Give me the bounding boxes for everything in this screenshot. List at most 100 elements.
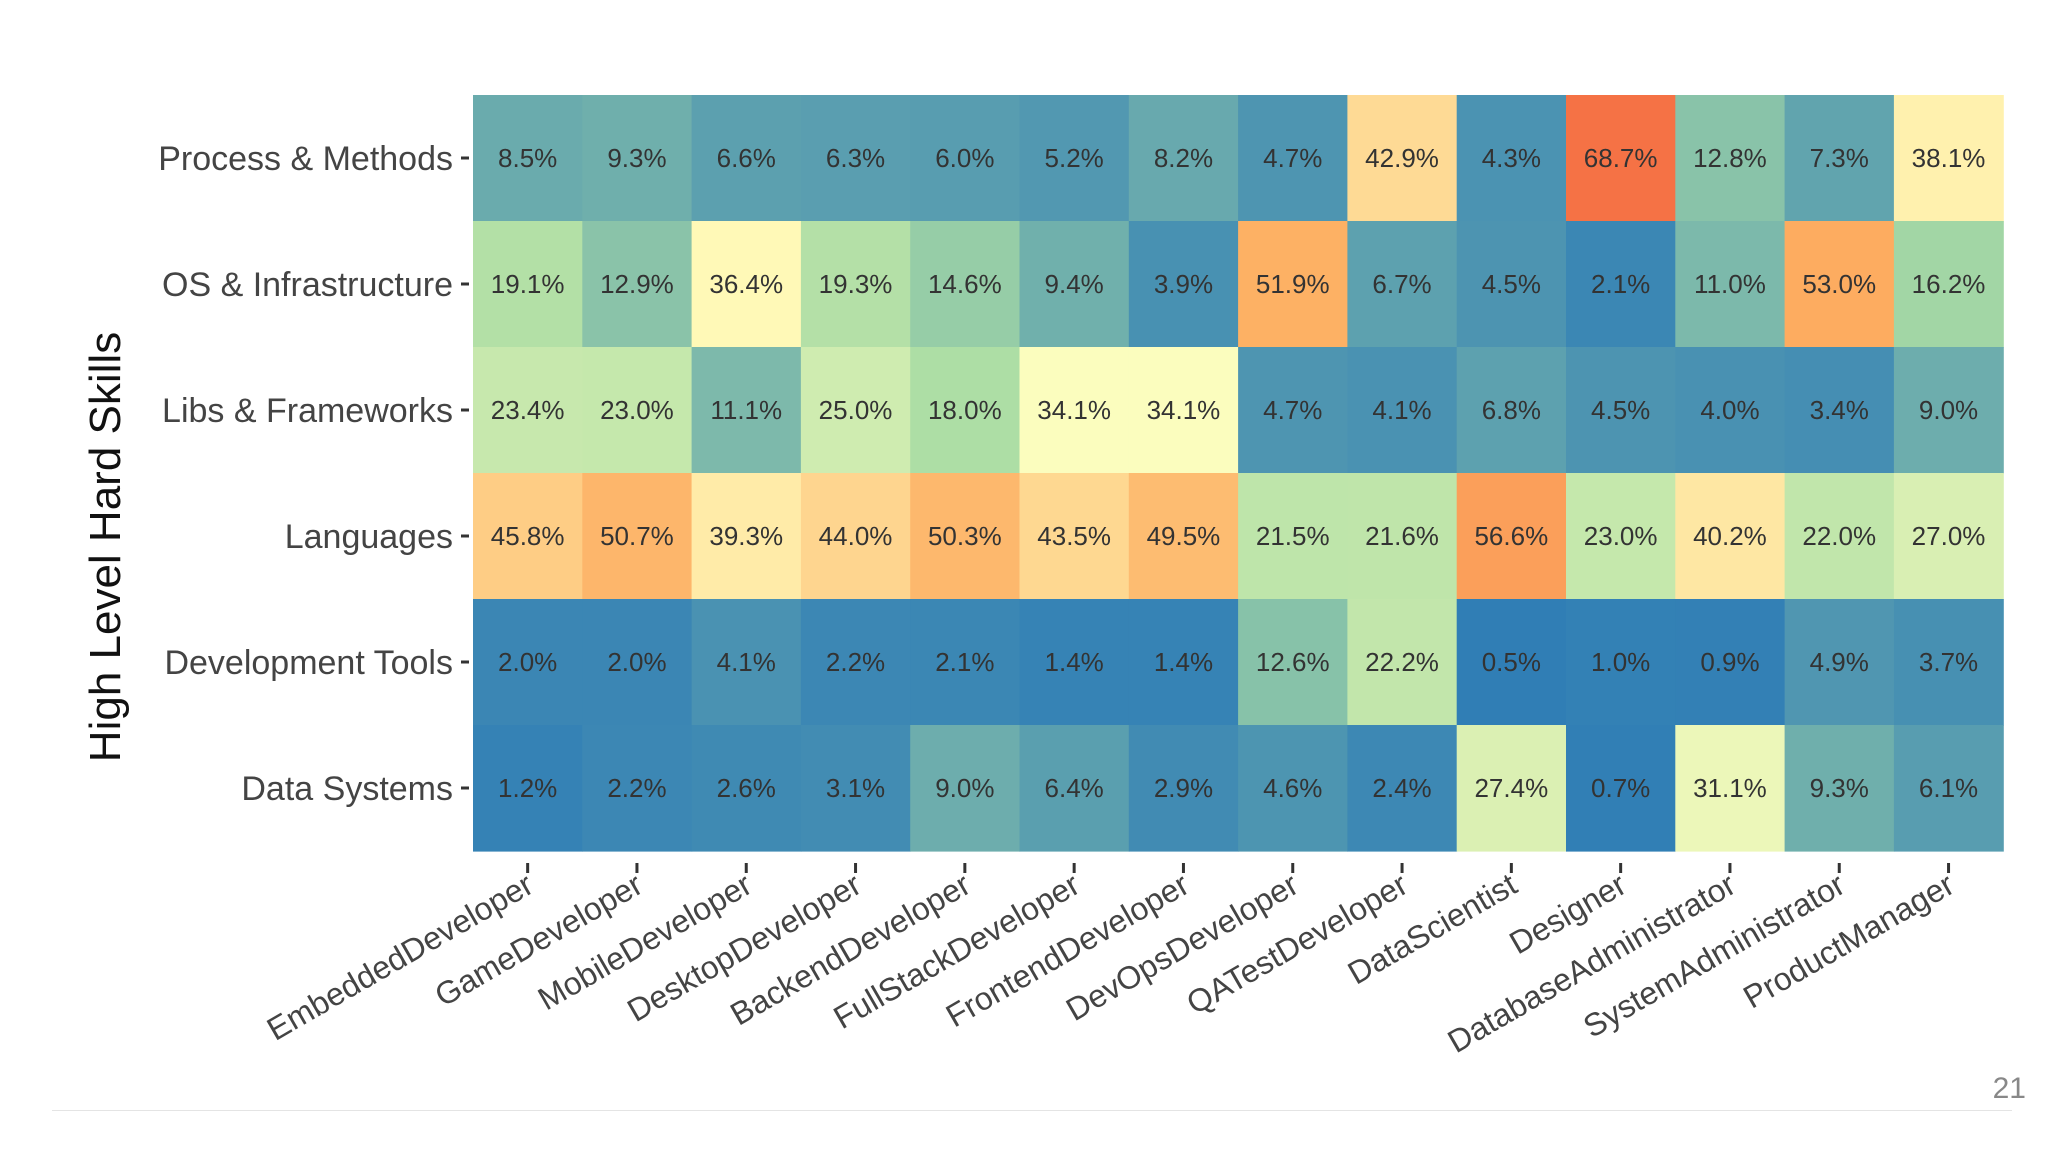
cell-value-label: 3.4% xyxy=(1810,395,1869,425)
heatmap-cell xyxy=(582,221,693,348)
cell-value-label: 4.9% xyxy=(1810,647,1869,677)
heatmap-cell xyxy=(800,473,911,600)
heatmap-cell xyxy=(1238,221,1348,348)
heatmap-cell xyxy=(1675,347,1786,474)
cell-value-label: 6.6% xyxy=(717,143,776,173)
heatmap-cell xyxy=(1675,221,1786,348)
heatmap-cell xyxy=(1675,725,1786,852)
page-number: 21 xyxy=(1992,1072,2026,1105)
cell-value-label: 4.7% xyxy=(1263,143,1322,173)
heatmap-cell xyxy=(1347,347,1458,474)
cell-value-label: 2.2% xyxy=(826,647,885,677)
heatmap-cell xyxy=(1128,347,1239,474)
heatmap-cell xyxy=(582,725,693,852)
cell-value-label: 4.1% xyxy=(717,647,776,677)
heatmap-cell xyxy=(1019,599,1130,726)
cell-value-label: 53.0% xyxy=(1802,269,1876,299)
cell-value-label: 2.9% xyxy=(1154,773,1213,803)
cell-value-label: 1.2% xyxy=(498,773,557,803)
heatmap-cell xyxy=(1893,95,2004,222)
cell-value-label: 12.9% xyxy=(600,269,674,299)
cell-value-label: 34.1% xyxy=(1037,395,1111,425)
cell-value-label: 23.0% xyxy=(600,395,674,425)
cell-value-label: 2.1% xyxy=(1591,269,1650,299)
cell-value-label: 19.3% xyxy=(819,269,893,299)
heatmap-cell xyxy=(1675,473,1786,600)
cell-value-label: 6.1% xyxy=(1919,773,1978,803)
cell-value-label: 6.4% xyxy=(1045,773,1104,803)
heatmap-cell xyxy=(1238,347,1348,474)
heatmap-cell xyxy=(691,725,802,852)
cell-value-label: 4.7% xyxy=(1263,395,1322,425)
cell-value-label: 9.3% xyxy=(1810,773,1869,803)
cell-value-label: 8.2% xyxy=(1154,143,1213,173)
cell-value-label: 0.9% xyxy=(1700,647,1759,677)
y-tick-label: OS & Infrastructure xyxy=(162,266,453,304)
heatmap-cell xyxy=(1456,221,1567,348)
cell-value-label: 5.2% xyxy=(1045,143,1104,173)
heatmap-cell xyxy=(1456,725,1567,852)
cell-value-label: 40.2% xyxy=(1693,521,1767,551)
cell-value-label: 51.9% xyxy=(1256,269,1330,299)
heatmap-cell xyxy=(1456,599,1567,726)
heatmap-cell xyxy=(1456,347,1567,474)
heatmap-cell xyxy=(473,599,583,726)
cell-value-label: 4.1% xyxy=(1372,395,1431,425)
cell-value-label: 11.0% xyxy=(1694,269,1766,299)
cell-value-label: 27.4% xyxy=(1474,773,1548,803)
heatmap-cell xyxy=(691,221,802,348)
heatmap-cell xyxy=(1784,95,1895,222)
heatmap-cell xyxy=(1893,725,2004,852)
heatmap-cell xyxy=(691,599,802,726)
heatmap-cell xyxy=(1456,95,1567,222)
heatmap-cell xyxy=(473,347,583,474)
cell-value-label: 36.4% xyxy=(709,269,783,299)
cell-value-label: 43.5% xyxy=(1037,521,1111,551)
cell-value-label: 6.3% xyxy=(826,143,885,173)
cell-value-label: 56.6% xyxy=(1474,521,1548,551)
heatmap-cell xyxy=(910,599,1021,726)
cell-value-label: 12.6% xyxy=(1256,647,1330,677)
cell-value-label: 4.5% xyxy=(1591,395,1650,425)
cell-value-label: 68.7% xyxy=(1584,143,1658,173)
x-axis: EmbeddedDeveloperGameDeveloperMobileDeve… xyxy=(261,863,1960,1060)
heatmap-cell xyxy=(1019,473,1130,600)
cell-value-label: 9.3% xyxy=(607,143,666,173)
heatmap-cell xyxy=(1238,599,1348,726)
heatmap-cell xyxy=(1456,473,1567,600)
heatmap-cell xyxy=(1238,473,1348,600)
heatmap-cell xyxy=(1347,221,1458,348)
cell-value-label: 7.3% xyxy=(1810,143,1869,173)
heatmap-cell xyxy=(691,95,802,222)
cell-value-label: 23.0% xyxy=(1584,521,1658,551)
y-tick-label: Languages xyxy=(285,518,453,556)
cell-value-label: 0.7% xyxy=(1591,773,1650,803)
y-axis: Process & Methods OS & Infrastructure Libs… xyxy=(158,140,469,808)
heatmap-cell xyxy=(1238,95,1348,222)
heatmap-cell xyxy=(800,599,911,726)
cell-value-label: 2.1% xyxy=(935,647,994,677)
cell-value-label: 6.0% xyxy=(935,143,994,173)
heatmap-cell xyxy=(1784,347,1895,474)
heatmap-cells xyxy=(473,95,2004,852)
heatmap-cell xyxy=(910,221,1021,348)
heatmap-cell xyxy=(1019,725,1130,852)
cell-value-label: 34.1% xyxy=(1147,395,1221,425)
heatmap-cell xyxy=(1347,95,1458,222)
cell-value-label: 8.5% xyxy=(498,143,557,173)
heatmap-cell xyxy=(1238,725,1348,852)
cell-value-label: 42.9% xyxy=(1365,143,1439,173)
cell-value-label: 9.4% xyxy=(1045,269,1104,299)
cell-value-label: 2.6% xyxy=(717,773,776,803)
heatmap-cell xyxy=(800,725,911,852)
cell-value-label: 9.0% xyxy=(935,773,994,803)
heatmap-cell xyxy=(1893,473,2004,600)
cell-value-label: 38.1% xyxy=(1912,143,1986,173)
heatmap-cell xyxy=(1019,221,1130,348)
cell-value-label: 50.3% xyxy=(928,521,1002,551)
heatmap-cell xyxy=(1784,221,1895,348)
heatmap-cell xyxy=(1784,473,1895,600)
heatmap-cell xyxy=(582,347,693,474)
cell-value-label: 21.5% xyxy=(1256,521,1330,551)
